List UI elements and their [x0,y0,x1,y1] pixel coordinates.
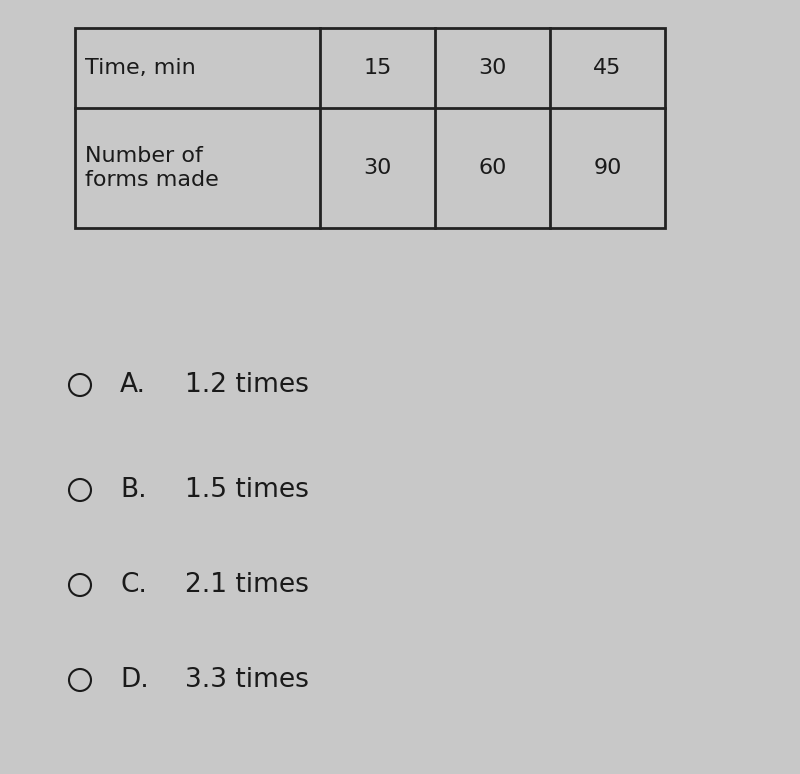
Text: B.: B. [120,477,146,503]
Bar [75,28,665,228]
Text: 90: 90 [594,158,622,178]
Text: 15: 15 [363,58,392,78]
Text: 60: 60 [478,158,506,178]
Bar [75,28,665,108]
Text: 30: 30 [363,158,392,178]
Text: 1.5 times: 1.5 times [185,477,309,503]
Text: 45: 45 [594,58,622,78]
Text: 1.2 times: 1.2 times [185,372,309,398]
Text: 3.3 times: 3.3 times [185,667,309,693]
Text: C.: C. [120,572,147,598]
Bar [75,108,665,228]
Text: Number of
forms made: Number of forms made [85,146,218,190]
Text: 30: 30 [478,58,506,78]
Text: 2.1 times: 2.1 times [185,572,309,598]
Text: Time, min: Time, min [85,58,196,78]
Text: A.: A. [120,372,146,398]
Text: D.: D. [120,667,149,693]
